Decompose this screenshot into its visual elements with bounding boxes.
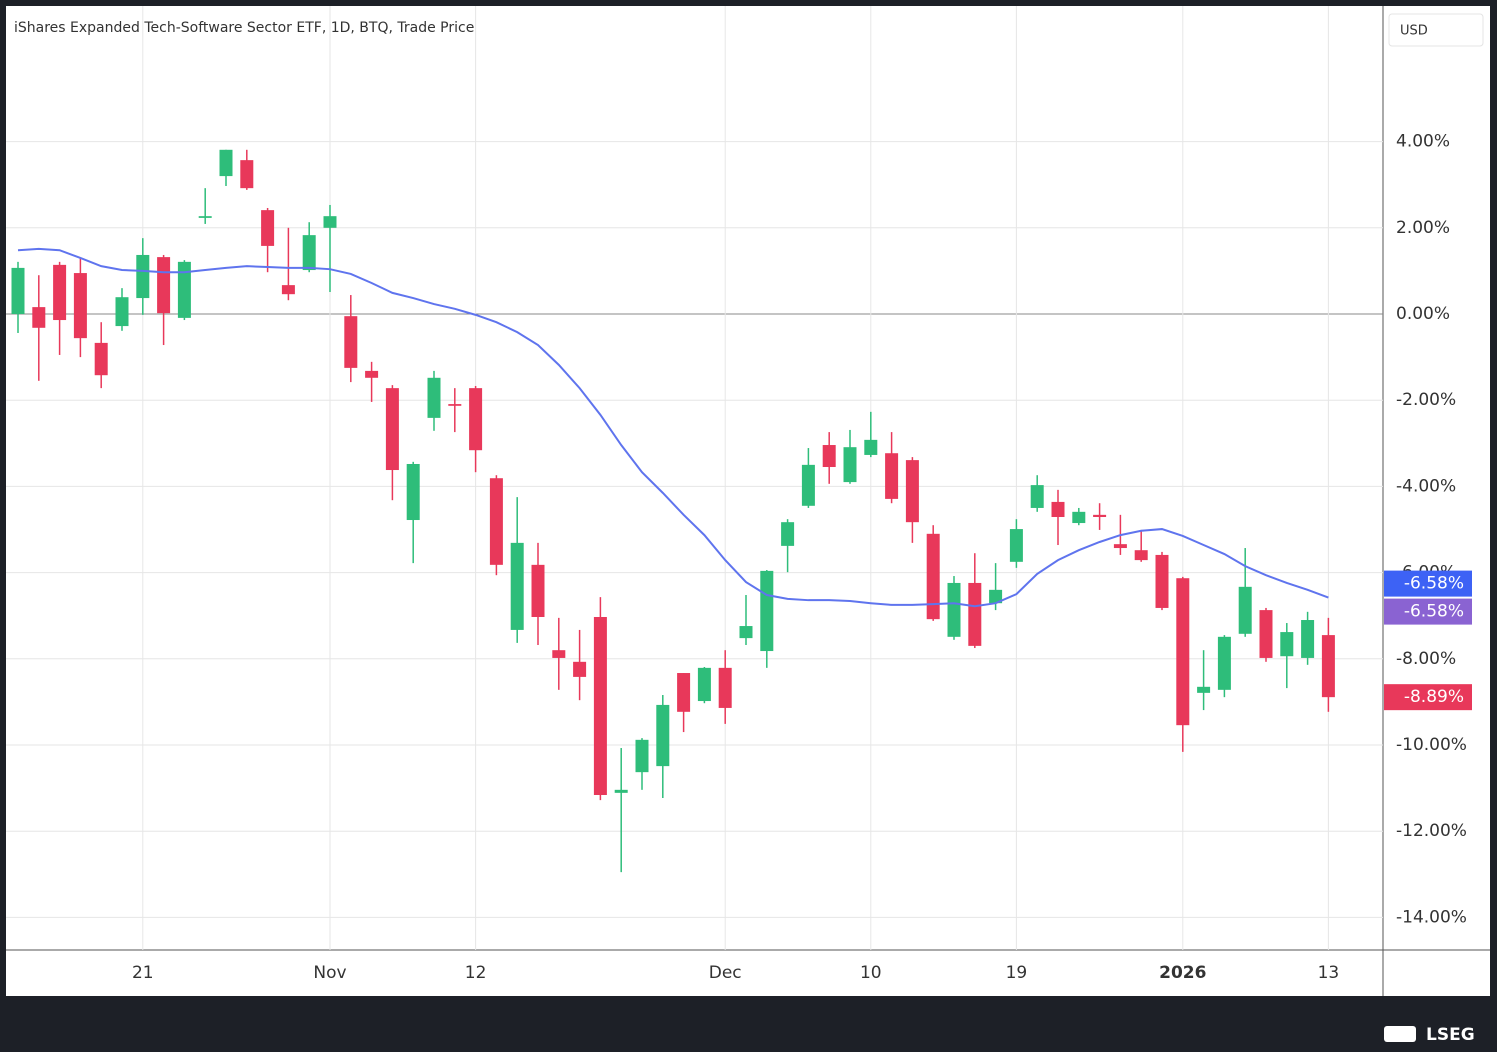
- labels: 4.00%2.00%0.00%-2.00%-4.00%-6.00%-8.00%-…: [132, 132, 1472, 983]
- candle-body: [1301, 620, 1315, 658]
- candle-body: [905, 460, 919, 523]
- candle-body: [1155, 554, 1169, 608]
- candle-body: [926, 533, 940, 620]
- candle-body: [198, 216, 212, 218]
- y-tick-label: -12.00%: [1396, 821, 1467, 841]
- candle-body: [365, 370, 379, 378]
- y-tick-label: -8.00%: [1396, 649, 1456, 669]
- candle-body: [843, 447, 857, 483]
- y-tick-label: 2.00%: [1396, 218, 1450, 238]
- y-tick-label: -2.00%: [1396, 390, 1456, 410]
- candle-body: [593, 616, 607, 795]
- candle-body: [697, 667, 711, 702]
- brand-icon: [1384, 1026, 1416, 1042]
- candle-body: [989, 589, 1003, 604]
- candle-body: [1176, 578, 1190, 726]
- candle-body: [781, 522, 795, 546]
- candle-body: [427, 377, 441, 418]
- candle-body: [302, 235, 316, 271]
- x-tick-label: Nov: [313, 963, 346, 983]
- candle-body: [219, 149, 233, 177]
- y-tick-label: -10.00%: [1396, 735, 1467, 755]
- candle-body: [1134, 550, 1148, 561]
- candle-body: [1113, 544, 1127, 549]
- x-tick-label: 13: [1318, 963, 1340, 983]
- currency-box: [1388, 13, 1484, 47]
- grid: [6, 6, 1383, 950]
- candle-body: [157, 257, 171, 314]
- candle-body: [53, 264, 67, 321]
- candle-body: [1072, 511, 1086, 524]
- candle-body: [573, 661, 587, 677]
- candle-body: [635, 739, 649, 773]
- candle-body: [323, 216, 337, 228]
- x-tick-label: 10: [860, 963, 882, 983]
- candle-body: [531, 564, 545, 617]
- brand-name: LSEG: [1426, 1025, 1475, 1045]
- candle-body: [177, 261, 191, 318]
- candle-body: [469, 388, 483, 451]
- candle-body: [1051, 501, 1065, 518]
- candle-body: [448, 404, 462, 406]
- candle-body: [760, 570, 774, 652]
- candle-body: [115, 297, 129, 327]
- candle-body: [73, 273, 87, 339]
- x-tick-label: Dec: [709, 963, 742, 983]
- candle-body: [656, 704, 670, 767]
- candle-body: [385, 388, 399, 471]
- y-tick-label: 0.00%: [1396, 304, 1450, 324]
- chart-title: iShares Expanded Tech-Software Sector ET…: [14, 20, 474, 36]
- price-label-box: [1384, 570, 1472, 597]
- brand-logo: LSEG: [1384, 1025, 1475, 1045]
- candle-body: [552, 650, 566, 658]
- candle-body: [240, 160, 254, 189]
- candle-body: [947, 582, 961, 637]
- x-tick-label: 21: [132, 963, 154, 983]
- x-tick-label: 12: [465, 963, 487, 983]
- candle-body: [1238, 586, 1252, 634]
- candle-body: [677, 673, 691, 712]
- candle-body: [1093, 514, 1107, 518]
- candle-body: [136, 254, 150, 299]
- candle-body: [801, 464, 815, 506]
- candle-body: [32, 307, 46, 328]
- price-label-box: [1384, 598, 1472, 625]
- candle-body: [1321, 635, 1335, 698]
- price-label: -6.58%: [1404, 574, 1464, 594]
- y-tick-label: -14.00%: [1396, 907, 1467, 927]
- candle-body: [344, 316, 358, 368]
- candle-body: [614, 789, 628, 793]
- moving-average-line: [17, 247, 1329, 608]
- candle-body: [1197, 686, 1211, 693]
- currency-label: USD: [1400, 24, 1428, 39]
- candle-body: [1030, 485, 1044, 508]
- candle-body: [718, 667, 732, 708]
- x-tick-label: 2026: [1159, 963, 1206, 983]
- candle-body: [864, 439, 878, 455]
- y-tick-label: 4.00%: [1396, 132, 1450, 152]
- candle-body: [11, 267, 25, 315]
- candle-body: [1217, 636, 1231, 690]
- candle-body: [510, 542, 524, 630]
- marks: [11, 149, 1335, 873]
- candle-body: [968, 582, 982, 646]
- price-label: -8.89%: [1404, 687, 1464, 707]
- x-tick-label: 19: [1006, 963, 1028, 983]
- candle-body: [1009, 529, 1023, 562]
- price-label-box: [1384, 684, 1472, 711]
- candle-body: [261, 210, 275, 246]
- price-label: -6.58%: [1404, 602, 1464, 622]
- candle-body: [489, 478, 503, 565]
- candle-body: [281, 285, 295, 295]
- y-tick-label: -4.00%: [1396, 476, 1456, 496]
- candle-body: [1280, 632, 1294, 657]
- candle-body: [885, 453, 899, 499]
- candle-body: [1259, 610, 1273, 658]
- candle-body: [822, 445, 836, 468]
- candle-body: [406, 463, 420, 521]
- candle-body: [94, 342, 108, 376]
- candle-body: [739, 626, 753, 639]
